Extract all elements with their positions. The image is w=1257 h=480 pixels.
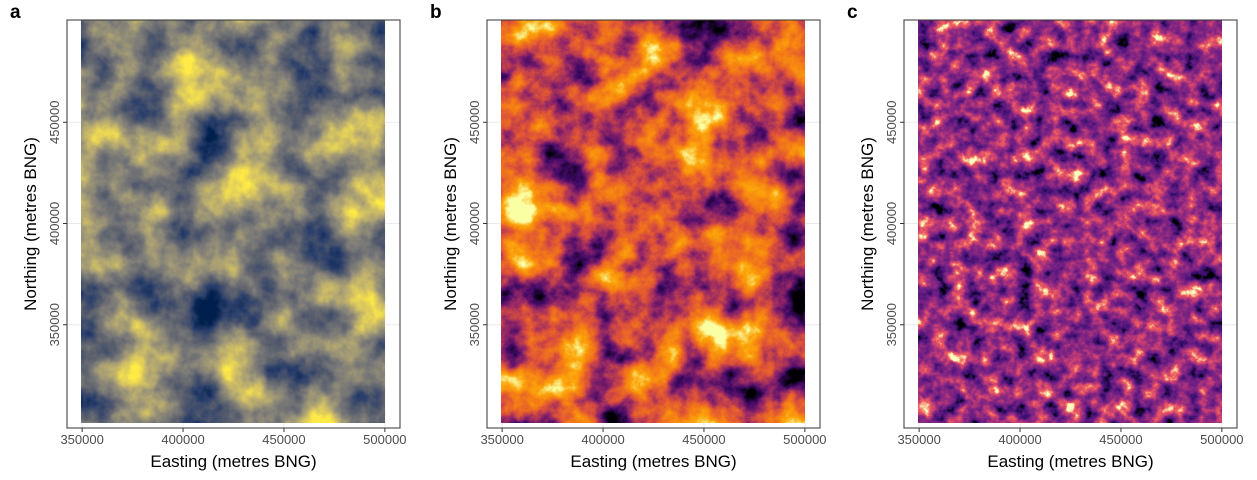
x-axis-title: Easting (metres BNG) (150, 452, 316, 471)
y-tick-label: 350000 (467, 303, 482, 346)
y-tick-label: 400000 (47, 202, 62, 245)
x-tick-label: 500000 (1200, 432, 1243, 447)
y-axis-title: Northing (metres BNG) (441, 137, 460, 311)
y-tick-label: 400000 (884, 202, 899, 245)
panel-border (903, 19, 1238, 429)
x-tick-label: 500000 (363, 432, 406, 447)
panel-border (66, 19, 401, 429)
x-tick-label: 350000 (60, 432, 103, 447)
x-tick-label: 400000 (998, 432, 1041, 447)
x-tick-label: 500000 (783, 432, 826, 447)
x-tick-label: 400000 (581, 432, 624, 447)
raster (918, 20, 1222, 423)
x-tick-label: 450000 (1099, 432, 1142, 447)
y-tick-label: 400000 (467, 202, 482, 245)
panel-label: b (430, 2, 442, 23)
x-tick-label: 450000 (682, 432, 725, 447)
y-tick-label: 450000 (884, 101, 899, 144)
raster (81, 20, 385, 423)
y-tick-label: 350000 (47, 303, 62, 346)
x-tick-label: 450000 (262, 432, 305, 447)
x-tick-label: 350000 (897, 432, 940, 447)
x-axis-title: Easting (metres BNG) (987, 452, 1153, 471)
y-tick-label: 350000 (884, 303, 899, 346)
x-tick-label: 400000 (161, 432, 204, 447)
raster (501, 20, 805, 423)
panel-label: a (10, 2, 21, 23)
x-tick-label: 350000 (480, 432, 523, 447)
y-axis-title: Northing (metres BNG) (21, 137, 40, 311)
panel-border (486, 19, 821, 429)
panel-label: c (847, 2, 858, 23)
y-axis-title: Northing (metres BNG) (858, 137, 877, 311)
y-tick-label: 450000 (47, 101, 62, 144)
x-axis-title: Easting (metres BNG) (570, 452, 736, 471)
y-tick-label: 450000 (467, 101, 482, 144)
